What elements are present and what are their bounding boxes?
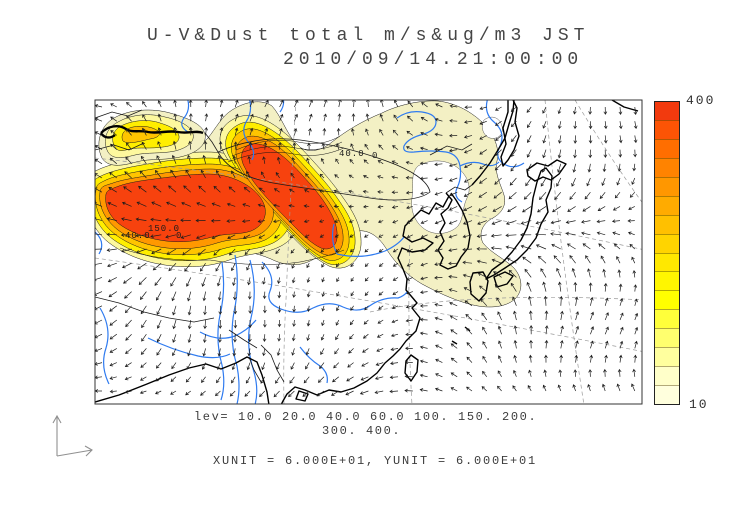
vector-units-label: XUNIT = 6.000E+01, YUNIT = 6.000E+01 — [213, 454, 538, 468]
colorbar-segment — [655, 195, 679, 215]
colorbar — [654, 101, 680, 405]
y-axis-arrow — [52, 414, 62, 456]
colorbar-segment — [655, 252, 679, 272]
colorbar-segment — [655, 328, 679, 348]
colorbar-max-label: 400 — [686, 93, 716, 108]
colorbar-segment — [655, 271, 679, 291]
colorbar-segment — [655, 366, 679, 386]
graticule — [95, 100, 642, 404]
colorbar-segment — [655, 214, 679, 234]
contour-lines — [119, 135, 345, 265]
colorbar-segment — [655, 102, 679, 120]
rivers — [95, 100, 525, 404]
legend-levels-line-2: 300. 400. — [322, 424, 402, 438]
lake-balkhash — [99, 125, 204, 139]
colorbar-segment — [655, 138, 679, 158]
plot-title: U-V&Dust total m/s&ug/m3 JST — [147, 26, 590, 46]
colorbar-segment — [655, 290, 679, 310]
x-axis-arrow — [56, 445, 93, 457]
country-borders — [95, 109, 473, 383]
plot-datetime: 2010/09/14.21:00:00 — [283, 50, 584, 70]
legend-levels-line-1: lev= 10.0 20.0 40.0 60.0 100. 150. 200. — [194, 410, 538, 424]
colorbar-segment — [655, 347, 679, 367]
colorbar-segment — [655, 385, 679, 404]
colorbar-segment — [655, 157, 679, 177]
colorbar-segment — [655, 176, 679, 196]
colorbar-segment — [655, 309, 679, 329]
colorbar-segment — [655, 233, 679, 253]
colorbar-segment — [655, 119, 679, 139]
map-frame — [94, 99, 643, 405]
wind-vectors — [95, 100, 639, 398]
colorbar-min-label: 10 — [689, 397, 709, 412]
plot-origin-arrows — [52, 414, 93, 457]
